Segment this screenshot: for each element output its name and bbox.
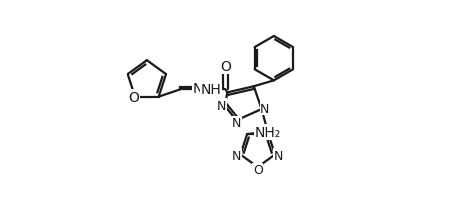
Text: NH₂: NH₂ bbox=[255, 126, 281, 140]
Text: O: O bbox=[220, 60, 231, 74]
Text: O: O bbox=[253, 163, 263, 176]
Text: N: N bbox=[232, 117, 242, 129]
Text: N: N bbox=[232, 149, 242, 162]
Text: N: N bbox=[274, 149, 283, 162]
Text: N: N bbox=[217, 99, 226, 112]
Text: N: N bbox=[193, 82, 203, 96]
Text: N: N bbox=[260, 102, 269, 115]
Text: O: O bbox=[129, 90, 139, 104]
Text: NH: NH bbox=[201, 83, 222, 97]
